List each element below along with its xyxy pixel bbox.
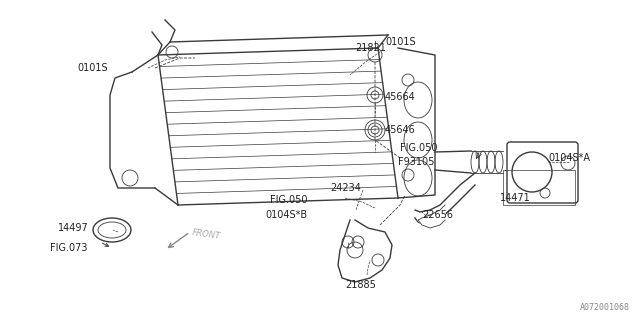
Text: 14497: 14497 xyxy=(58,223,89,233)
Text: F93105: F93105 xyxy=(398,157,435,167)
Polygon shape xyxy=(418,205,445,228)
Text: 22656: 22656 xyxy=(422,210,453,220)
Text: 45646: 45646 xyxy=(385,125,416,135)
Text: 14471: 14471 xyxy=(500,193,531,203)
Text: 21821: 21821 xyxy=(355,43,386,53)
Text: 0101S: 0101S xyxy=(77,63,108,73)
Text: 0104S*A: 0104S*A xyxy=(548,153,590,163)
Text: 0104S*B: 0104S*B xyxy=(265,210,307,220)
Text: 21885: 21885 xyxy=(345,280,376,290)
Text: 24234: 24234 xyxy=(330,183,361,193)
Text: FIG.050: FIG.050 xyxy=(270,195,307,205)
Text: 0101S: 0101S xyxy=(385,37,415,47)
Text: FIG.050: FIG.050 xyxy=(400,143,438,153)
Text: FIG.073: FIG.073 xyxy=(50,243,88,253)
Text: A072001068: A072001068 xyxy=(580,303,630,312)
Text: FRONT: FRONT xyxy=(192,228,221,242)
Text: 45664: 45664 xyxy=(385,92,416,102)
